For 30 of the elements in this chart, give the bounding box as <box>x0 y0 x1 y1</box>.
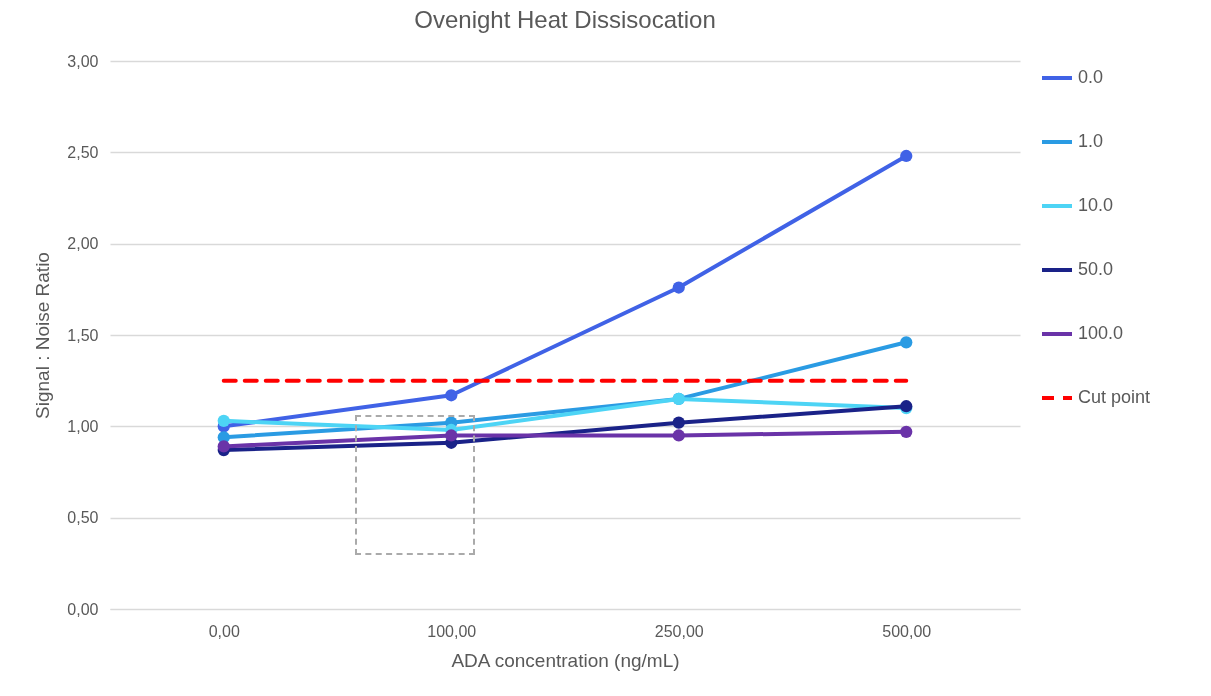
x-tick-label: 500,00 <box>882 622 932 640</box>
point <box>672 281 685 294</box>
x-tick-label: 100,00 <box>427 622 477 640</box>
point <box>217 440 230 453</box>
y-tick-label: 3,00 <box>67 52 99 70</box>
y-tick-label: 0,00 <box>67 600 99 618</box>
point <box>900 149 913 163</box>
y-axis-title: Signal : Noise Ratio <box>32 252 54 419</box>
point <box>445 389 458 402</box>
point <box>445 429 458 442</box>
point <box>672 416 685 429</box>
y-tick-label: 2,50 <box>67 143 99 161</box>
x-axis-title: ADA concentration (ng/mL) <box>451 649 680 671</box>
point <box>900 425 913 438</box>
point <box>672 429 685 442</box>
point <box>217 414 230 427</box>
chart-title: Ovenight Heat Dissisocation <box>414 6 716 33</box>
legend-label: 1.0 <box>1078 131 1104 151</box>
x-tick-label: 250,00 <box>654 622 704 640</box>
legend-label: Cut point <box>1078 387 1151 407</box>
y-tick-label: 1,00 <box>67 417 99 435</box>
y-tick-label: 0,50 <box>67 509 99 527</box>
y-tick-label: 2,00 <box>67 235 99 253</box>
legend-label: 0.0 <box>1078 67 1104 87</box>
legend-label: 50.0 <box>1078 259 1114 279</box>
point <box>900 336 913 349</box>
x-tick-label: 0,00 <box>208 622 240 640</box>
legend-label: 100.0 <box>1078 323 1124 343</box>
legend-label: 10.0 <box>1078 195 1114 215</box>
y-tick-label: 1,50 <box>67 326 99 344</box>
